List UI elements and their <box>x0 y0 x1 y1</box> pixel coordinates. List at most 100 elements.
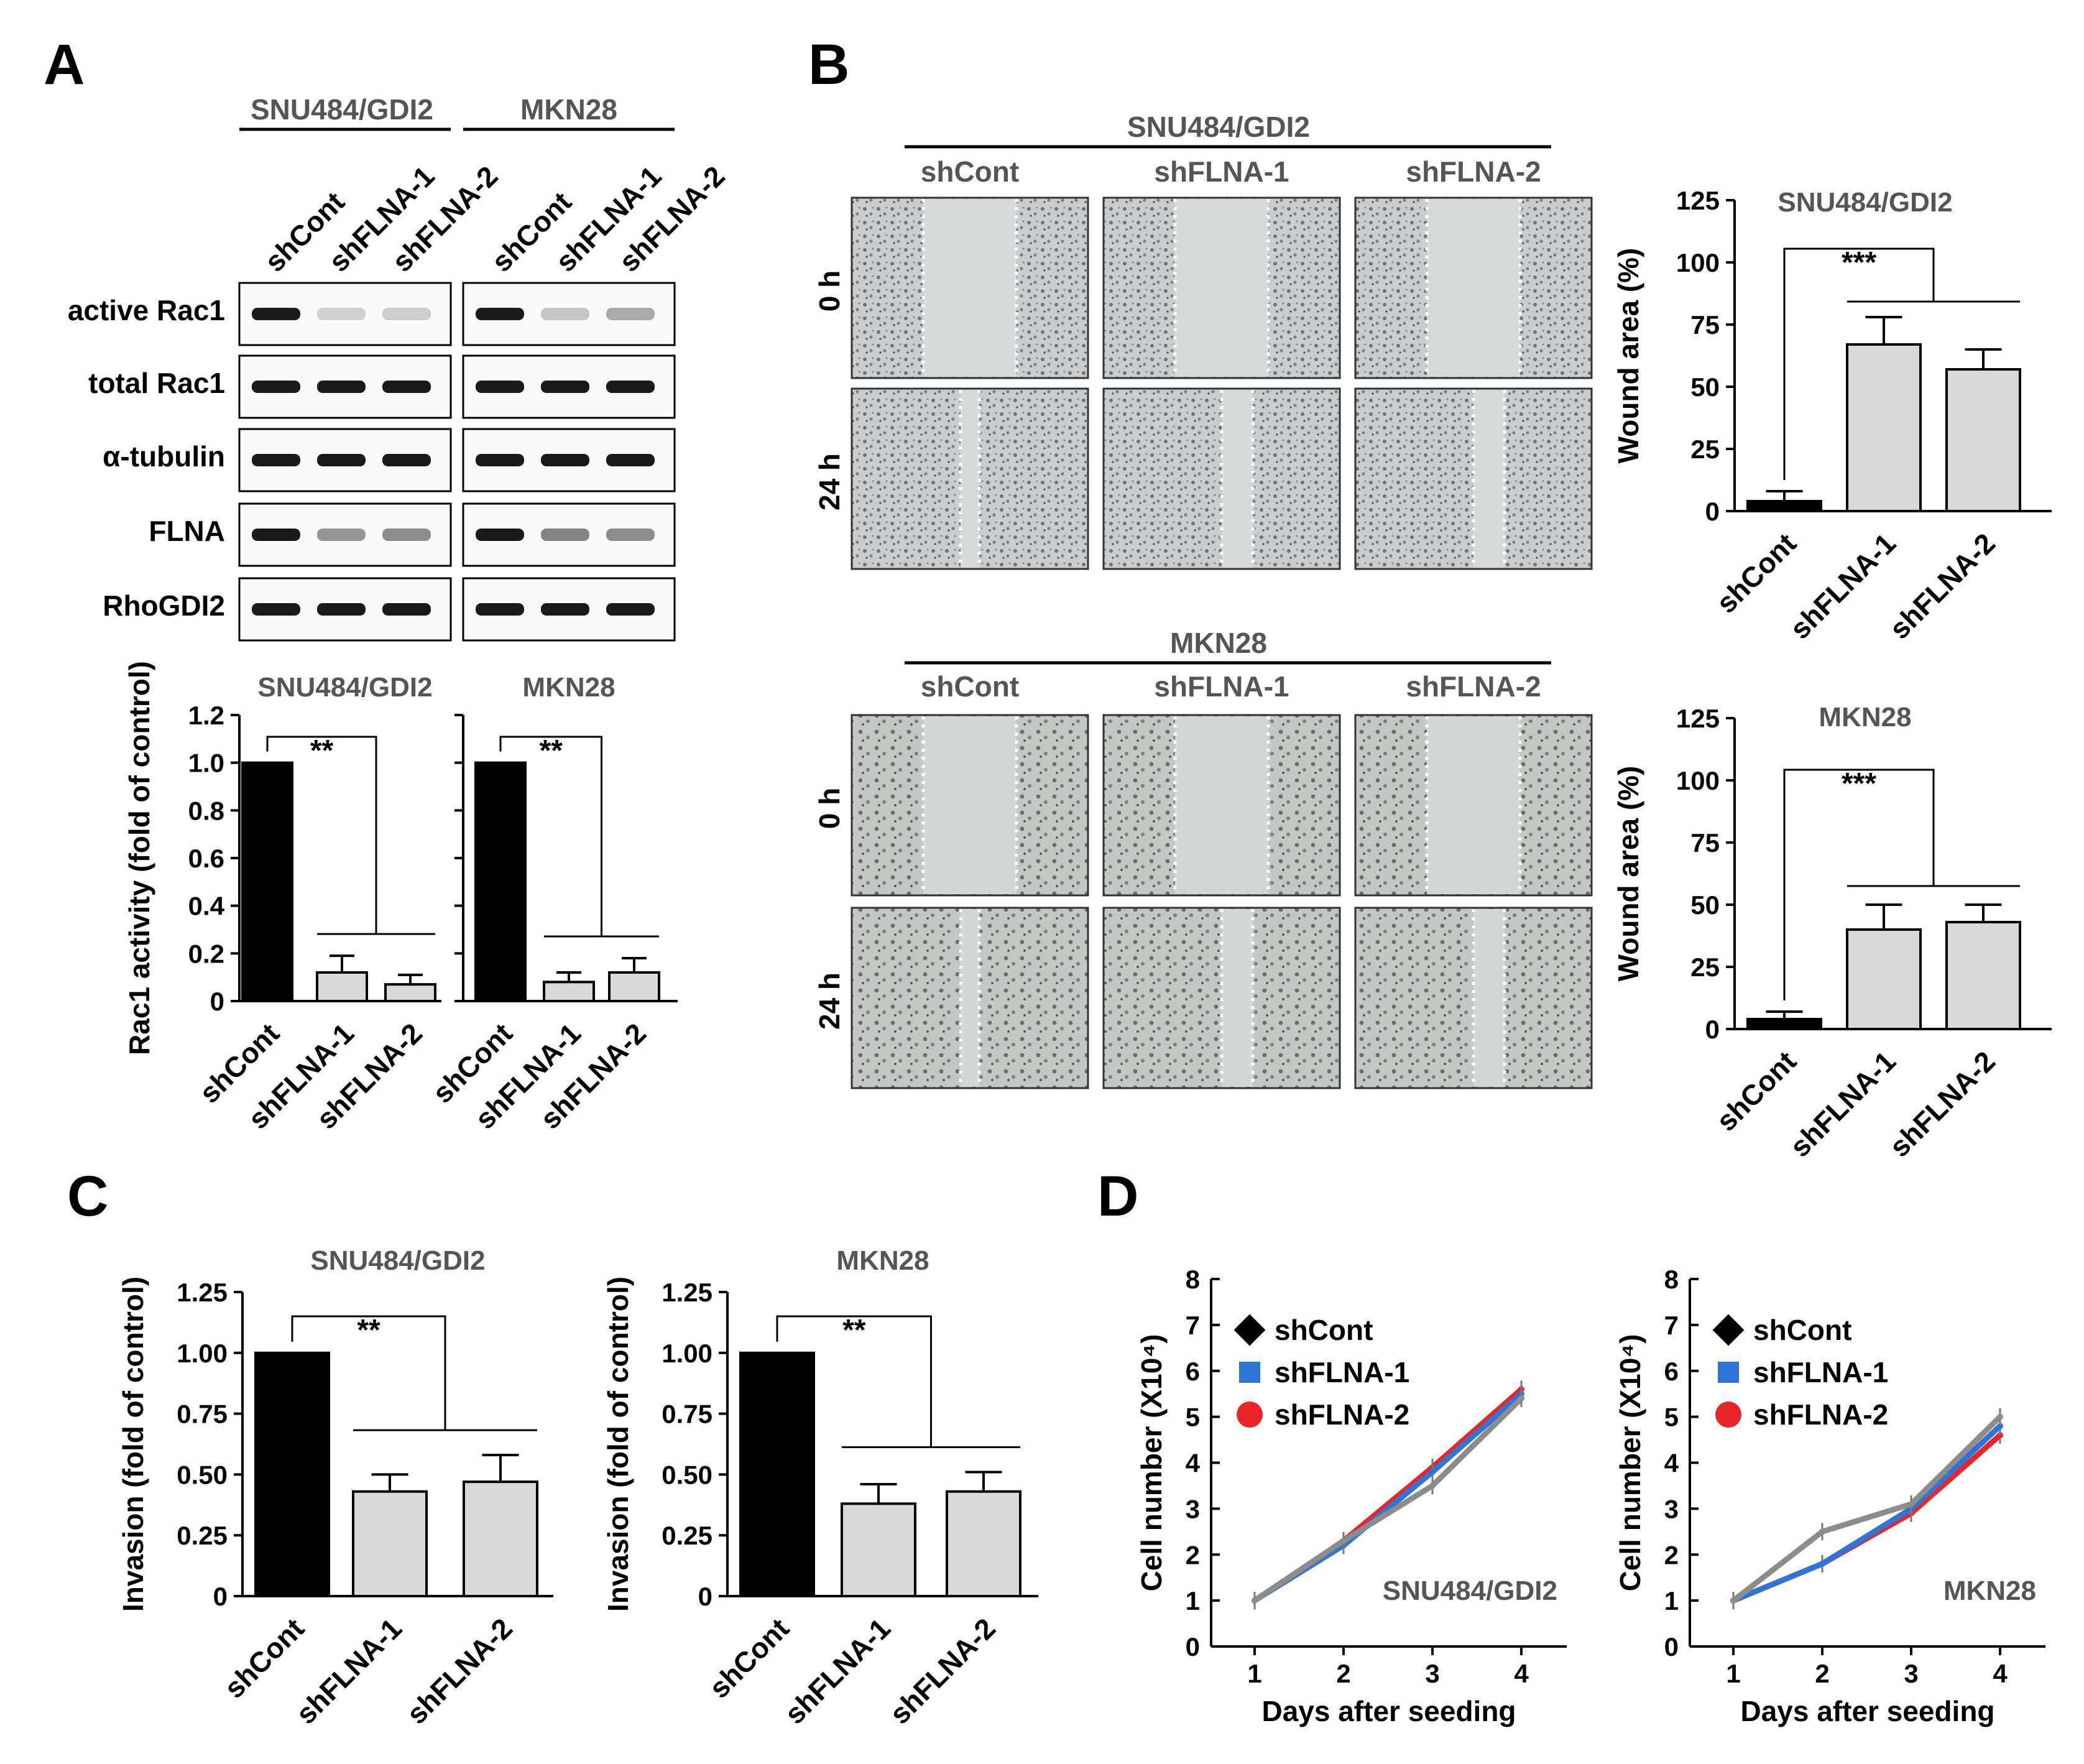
y-tick-label: 1.25 <box>177 1278 228 1307</box>
blot-band <box>382 529 431 541</box>
bar <box>739 1351 815 1598</box>
series-line <box>1253 1396 1524 1603</box>
wound-gap <box>1427 716 1520 894</box>
y-tick-label: 6 <box>1664 1357 1679 1386</box>
wound-gap <box>923 199 1017 377</box>
y-tick-label: 4 <box>1186 1449 1201 1478</box>
data-point <box>1518 1395 1524 1402</box>
x-tick-label: 1 <box>1247 1659 1261 1688</box>
chart-title: MKN28 <box>836 1245 929 1276</box>
data-point <box>1997 1432 2003 1439</box>
data-point <box>1429 1469 1436 1475</box>
y-tick-label: 1.0 <box>188 749 224 778</box>
y-tick-label: 0 <box>698 1582 712 1611</box>
y-tick-label: 0.4 <box>188 892 225 921</box>
data-point <box>1819 1528 1825 1535</box>
significance-bracket <box>499 736 602 936</box>
legend-marker <box>1712 1314 1745 1346</box>
y-tick-label: 2 <box>1664 1540 1679 1569</box>
legend-label: shCont <box>1275 1314 1373 1346</box>
time-label: 24 h <box>813 972 846 1030</box>
bar-chart-B-SNU484: 0 25 50 75 100 125 Wound area (%) SNU484/GDI2 sh… <box>1612 186 2052 645</box>
bar <box>608 971 660 1002</box>
data-point <box>1730 1597 1736 1604</box>
series-line <box>1732 1424 2003 1604</box>
x-tick-label: 1 <box>1726 1659 1740 1688</box>
y-tick-label: 0 <box>213 1582 228 1611</box>
y-tick-label: 7 <box>1186 1311 1200 1340</box>
blot-row-label: α-tubulin <box>103 440 225 473</box>
y-tick-label: 0.25 <box>177 1521 228 1550</box>
y-tick-label: 5 <box>1186 1403 1200 1432</box>
line-chart-D-SNU484: 0 1 2 3 4 5 6 7 8 1 2 3 4 Days after seeding Cell numb… <box>1135 1265 1567 1727</box>
bar <box>254 1351 330 1598</box>
y-tick-label: 0.50 <box>177 1460 228 1489</box>
blot-band <box>606 308 655 320</box>
y-tick-label: 0 <box>1664 1632 1679 1661</box>
condition-label: shFLNA-1 <box>1154 155 1289 188</box>
data-point <box>1252 1597 1258 1604</box>
x-tick-label: 4 <box>1993 1659 2008 1688</box>
significance-marker: *** <box>1842 767 1876 800</box>
y-tick-label: 1.25 <box>662 1278 712 1307</box>
x-axis-label: Days after seeding <box>1740 1695 1994 1727</box>
blot-row-label: total Rac1 <box>88 367 225 399</box>
blot-band <box>382 603 431 616</box>
condition-label: shFLNA-1 <box>1154 670 1289 703</box>
x-tick-label: shCont <box>703 1612 795 1704</box>
y-tick-label: 8 <box>1186 1265 1200 1294</box>
blot-group-label: MKN28 <box>520 93 617 126</box>
chart-title: MKN28 <box>522 672 615 703</box>
time-label: 0 h <box>813 788 846 829</box>
condition-label: shCont <box>921 155 1019 188</box>
y-tick-label: 125 <box>1676 704 1720 733</box>
legend-label: shFLNA-2 <box>1275 1398 1409 1431</box>
wound-gap <box>961 909 979 1087</box>
y-tick-label: 75 <box>1690 828 1720 857</box>
bar-chart-C-SNU484: 0 0.25 0.50 0.75 1.00 1.25 Invasion (fold of c… <box>117 1245 553 1730</box>
bar <box>463 1480 538 1597</box>
significance-marker: *** <box>1842 246 1876 279</box>
y-tick-label: 1.00 <box>662 1339 712 1368</box>
y-tick-label: 2 <box>1186 1540 1200 1569</box>
x-tick-label: shFLNA-1 <box>1784 527 1902 645</box>
y-tick-label: 5 <box>1664 1403 1679 1432</box>
bar <box>474 761 527 1002</box>
blot-band <box>606 529 655 541</box>
wound-gap <box>1222 909 1253 1087</box>
blot-band <box>252 603 300 616</box>
legend-label: shFLNA-1 <box>1275 1356 1409 1388</box>
significance-marker: ** <box>842 1314 866 1347</box>
blot-band <box>317 454 366 466</box>
blot-band <box>541 529 589 541</box>
x-tick-label: 2 <box>1815 1659 1829 1688</box>
wound-gap <box>1427 199 1520 377</box>
data-point <box>1997 1423 2003 1429</box>
y-tick-label: 8 <box>1664 1265 1679 1294</box>
blot-row-label: FLNA <box>149 515 225 547</box>
blot-band <box>317 308 366 320</box>
bar <box>841 1502 916 1597</box>
wound-gap <box>1473 909 1505 1087</box>
wound-gap <box>1473 390 1505 568</box>
y-tick-label: 0.75 <box>662 1400 712 1429</box>
y-axis-label: Invasion (fold of control) <box>117 1277 149 1612</box>
legend-marker <box>1718 1362 1739 1383</box>
x-tick-label: shFLNA-2 <box>883 1612 1002 1730</box>
blot-band <box>476 454 524 466</box>
y-tick-label: 0.8 <box>188 796 224 825</box>
y-tick-label: 0 <box>1186 1632 1200 1661</box>
significance-marker: ** <box>540 734 563 767</box>
y-tick-label: 0 <box>1705 497 1720 526</box>
blot-band <box>252 529 300 541</box>
significance-bracket <box>1783 247 1935 480</box>
legend-marker <box>1239 1362 1260 1383</box>
y-axis-label: Cell number (X10⁴) <box>1614 1334 1646 1592</box>
blot-row-label: active Rac1 <box>68 294 225 326</box>
blot-band <box>317 529 366 541</box>
significance-bracket <box>291 1315 446 1431</box>
chart-annotation: SNU484/GDI2 <box>1383 1576 1557 1606</box>
y-tick-label: 75 <box>1690 310 1720 339</box>
bar <box>1746 1018 1822 1030</box>
blot-band <box>541 308 589 320</box>
